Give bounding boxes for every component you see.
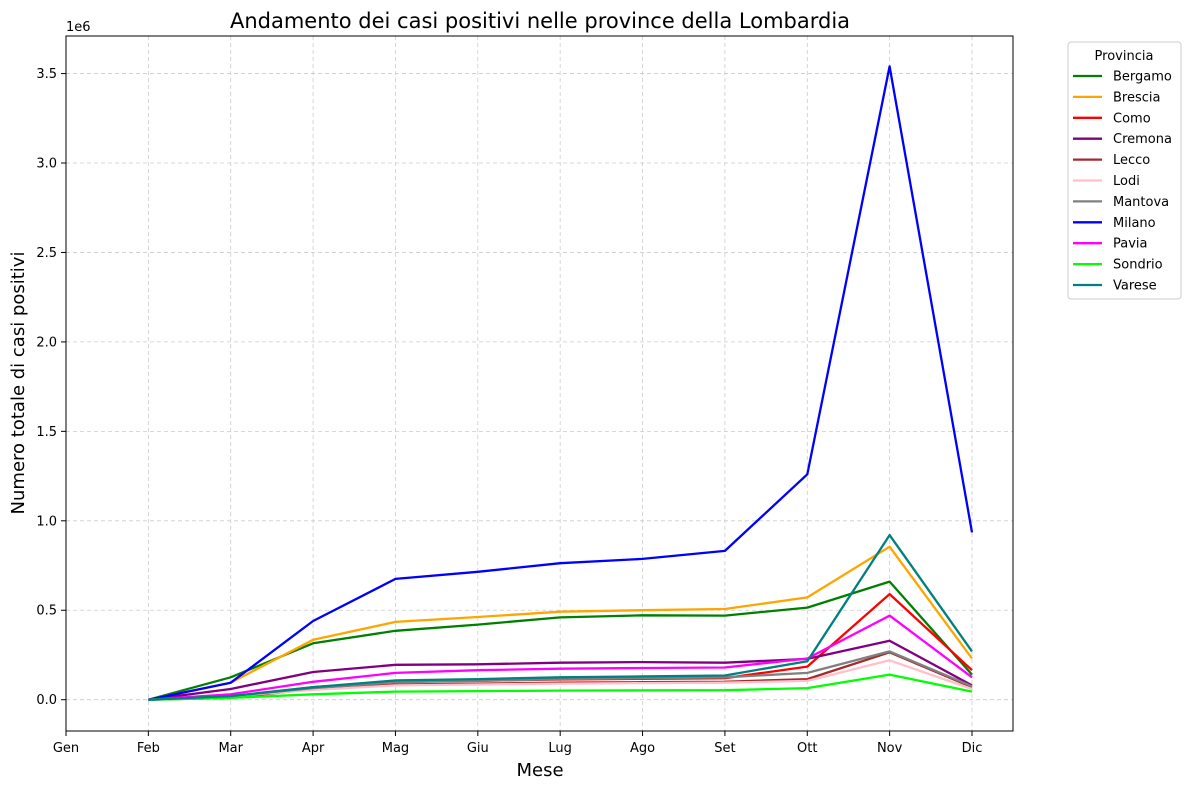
- legend-label-brescia: Brescia: [1113, 90, 1160, 105]
- legend-label-cremona: Cremona: [1113, 132, 1172, 147]
- legend-label-milano: Milano: [1113, 216, 1156, 231]
- series-line-brescia: [148, 545, 973, 701]
- x-axis-title: Mese: [516, 760, 563, 781]
- legend-label-lecco: Lecco: [1113, 153, 1150, 168]
- y-tick-label: 0.0: [36, 693, 57, 708]
- legend-title: Provincia: [1095, 49, 1154, 64]
- plot-area-frame: [65, 35, 1014, 732]
- y-axis-ticks: 0.0 0.5 1.0 1.5 2.0 2.5 3.0 3.5: [36, 67, 66, 708]
- x-tick-label: Ott: [797, 741, 817, 756]
- y-axis-title: Numero totale di casi positivi: [8, 252, 29, 515]
- grid: [65, 36, 1013, 731]
- x-tick-label: Mar: [218, 741, 243, 756]
- chart-title: Andamento dei casi positivi nelle provin…: [230, 9, 850, 33]
- legend: Provincia Bergamo Brescia Como Cremona Lecco…: [1067, 41, 1182, 300]
- y-tick-label: 3.5: [36, 67, 57, 82]
- legend-label-bergamo: Bergamo: [1113, 70, 1172, 85]
- x-tick-label: Lug: [548, 741, 572, 756]
- series-lines: [148, 65, 974, 701]
- series-line-lodi: [148, 659, 973, 701]
- legend-label-varese: Varese: [1113, 279, 1157, 294]
- x-tick-label: Set: [714, 741, 735, 756]
- series-line-cremona: [148, 639, 973, 701]
- x-tick-label: Apr: [302, 741, 325, 756]
- x-tick-label: Gen: [53, 741, 79, 756]
- series-line-pavia: [148, 614, 973, 701]
- legend-label-pavia: Pavia: [1113, 237, 1148, 252]
- x-tick-label: Ago: [630, 741, 655, 756]
- y-axis-offset-label: 1e6: [66, 20, 91, 35]
- legend-label-sondrio: Sondrio: [1113, 258, 1163, 273]
- y-tick-label: 3.0: [36, 157, 57, 172]
- series-line-milano: [148, 65, 974, 701]
- x-tick-label: Nov: [877, 741, 903, 756]
- x-axis-ticks: Gen Feb Mar Apr Mag Giu Lug Ago Set Ott Nov Dic: [53, 731, 983, 756]
- series-line-varese: [148, 533, 973, 701]
- legend-box: [1067, 41, 1182, 300]
- y-tick-label: 1.0: [36, 514, 57, 529]
- y-tick-label: 0.5: [36, 604, 57, 619]
- y-tick-label: 2.5: [36, 246, 57, 261]
- legend-label-mantova: Mantova: [1113, 195, 1169, 210]
- series-line-sondrio: [148, 673, 973, 701]
- x-tick-label: Feb: [137, 741, 160, 756]
- legend-label-lodi: Lodi: [1113, 174, 1140, 189]
- legend-items: Bergamo Brescia Como Cremona Lecco Lodi Mantov…: [1073, 70, 1172, 294]
- x-tick-label: Mag: [382, 741, 409, 756]
- y-tick-label: 2.0: [36, 335, 57, 350]
- x-tick-label: Giu: [467, 741, 489, 756]
- y-tick-label: 1.5: [36, 425, 57, 440]
- x-tick-label: Dic: [962, 741, 983, 756]
- legend-label-como: Como: [1113, 111, 1151, 126]
